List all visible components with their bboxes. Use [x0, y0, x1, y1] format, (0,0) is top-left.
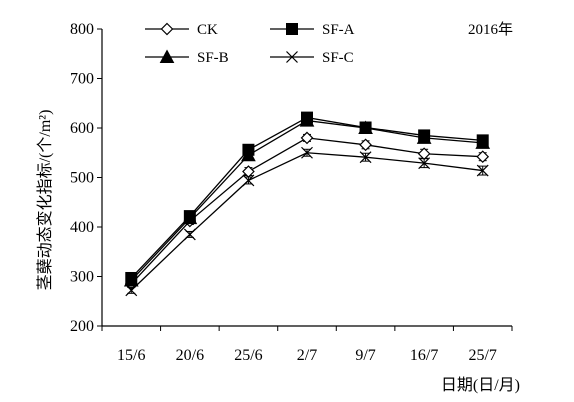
y-tick-label: 500 [70, 170, 94, 187]
x-tick-label: 9/7 [355, 347, 375, 364]
legend-item-sf-a: SF-A [270, 22, 355, 38]
data-point-sf-c [418, 157, 431, 170]
x-tick-label: 15/6 [117, 347, 145, 364]
legend-marker-sf-a [286, 23, 298, 35]
series-sf-b [123, 113, 491, 287]
legend-label: SF-A [322, 22, 355, 38]
data-point-sf-b [416, 130, 432, 144]
data-point-sf-c [301, 146, 313, 159]
y-tick-label: 200 [70, 318, 94, 335]
x-tick-label: 25/6 [234, 347, 262, 364]
x-tick-label: 16/7 [410, 347, 438, 364]
legend-label: CK [197, 22, 218, 38]
legend: CK SF-A SF-B SF-C [145, 22, 355, 66]
legend-item-sf-c: SF-C [270, 50, 354, 66]
series-line-sf-b [130, 119, 483, 281]
y-tick-label: 400 [70, 219, 94, 236]
data-point-sf-c [125, 284, 138, 297]
year-annotation: 2016年 [468, 21, 513, 38]
y-axis-title: 茎蘖动态变化指标/(个/m²) [36, 110, 54, 291]
data-point-sf-b [241, 147, 256, 162]
data-point-sf-b [475, 135, 491, 149]
data-point-sf-b [358, 120, 373, 134]
data-point-sf-b [182, 210, 198, 225]
plot-area [123, 111, 491, 297]
x-tick-label: 25/7 [468, 347, 496, 364]
data-point-sf-c [183, 228, 196, 241]
data-point-sf-c [476, 164, 489, 177]
legend-label: SF-B [197, 50, 229, 66]
y-axis-ticks: 200 300 400 500 600 700 800 [70, 21, 102, 335]
data-point-sf-c [242, 174, 255, 187]
y-tick-label: 800 [70, 21, 94, 38]
data-point-ck [300, 131, 314, 145]
y-tick-label: 600 [70, 120, 94, 137]
data-point-ck [417, 147, 431, 161]
data-point-ck [476, 150, 490, 164]
legend-item-sf-b: SF-B [145, 49, 229, 66]
x-axis-ticks: 15/6 20/6 25/6 2/7 9/7 16/7 25/7 [101, 326, 513, 364]
legend-marker-ck [160, 22, 174, 36]
data-point-sf-b [299, 113, 315, 127]
x-axis-title: 日期(日/月) [441, 376, 520, 394]
axes [101, 29, 512, 327]
data-point-sf-b [123, 272, 139, 287]
x-tick-label: 20/6 [176, 347, 204, 364]
y-tick-label: 700 [70, 71, 94, 88]
legend-marker-sf-b [159, 49, 175, 63]
legend-item-ck: CK [145, 22, 218, 38]
data-point-sf-c [359, 151, 372, 164]
data-point-ck [359, 138, 372, 152]
x-tick-label: 2/7 [297, 347, 317, 364]
legend-marker-sf-c [286, 51, 298, 63]
legend-label: SF-C [322, 50, 354, 66]
y-tick-label: 300 [70, 269, 94, 286]
series-sf-c [125, 146, 489, 297]
